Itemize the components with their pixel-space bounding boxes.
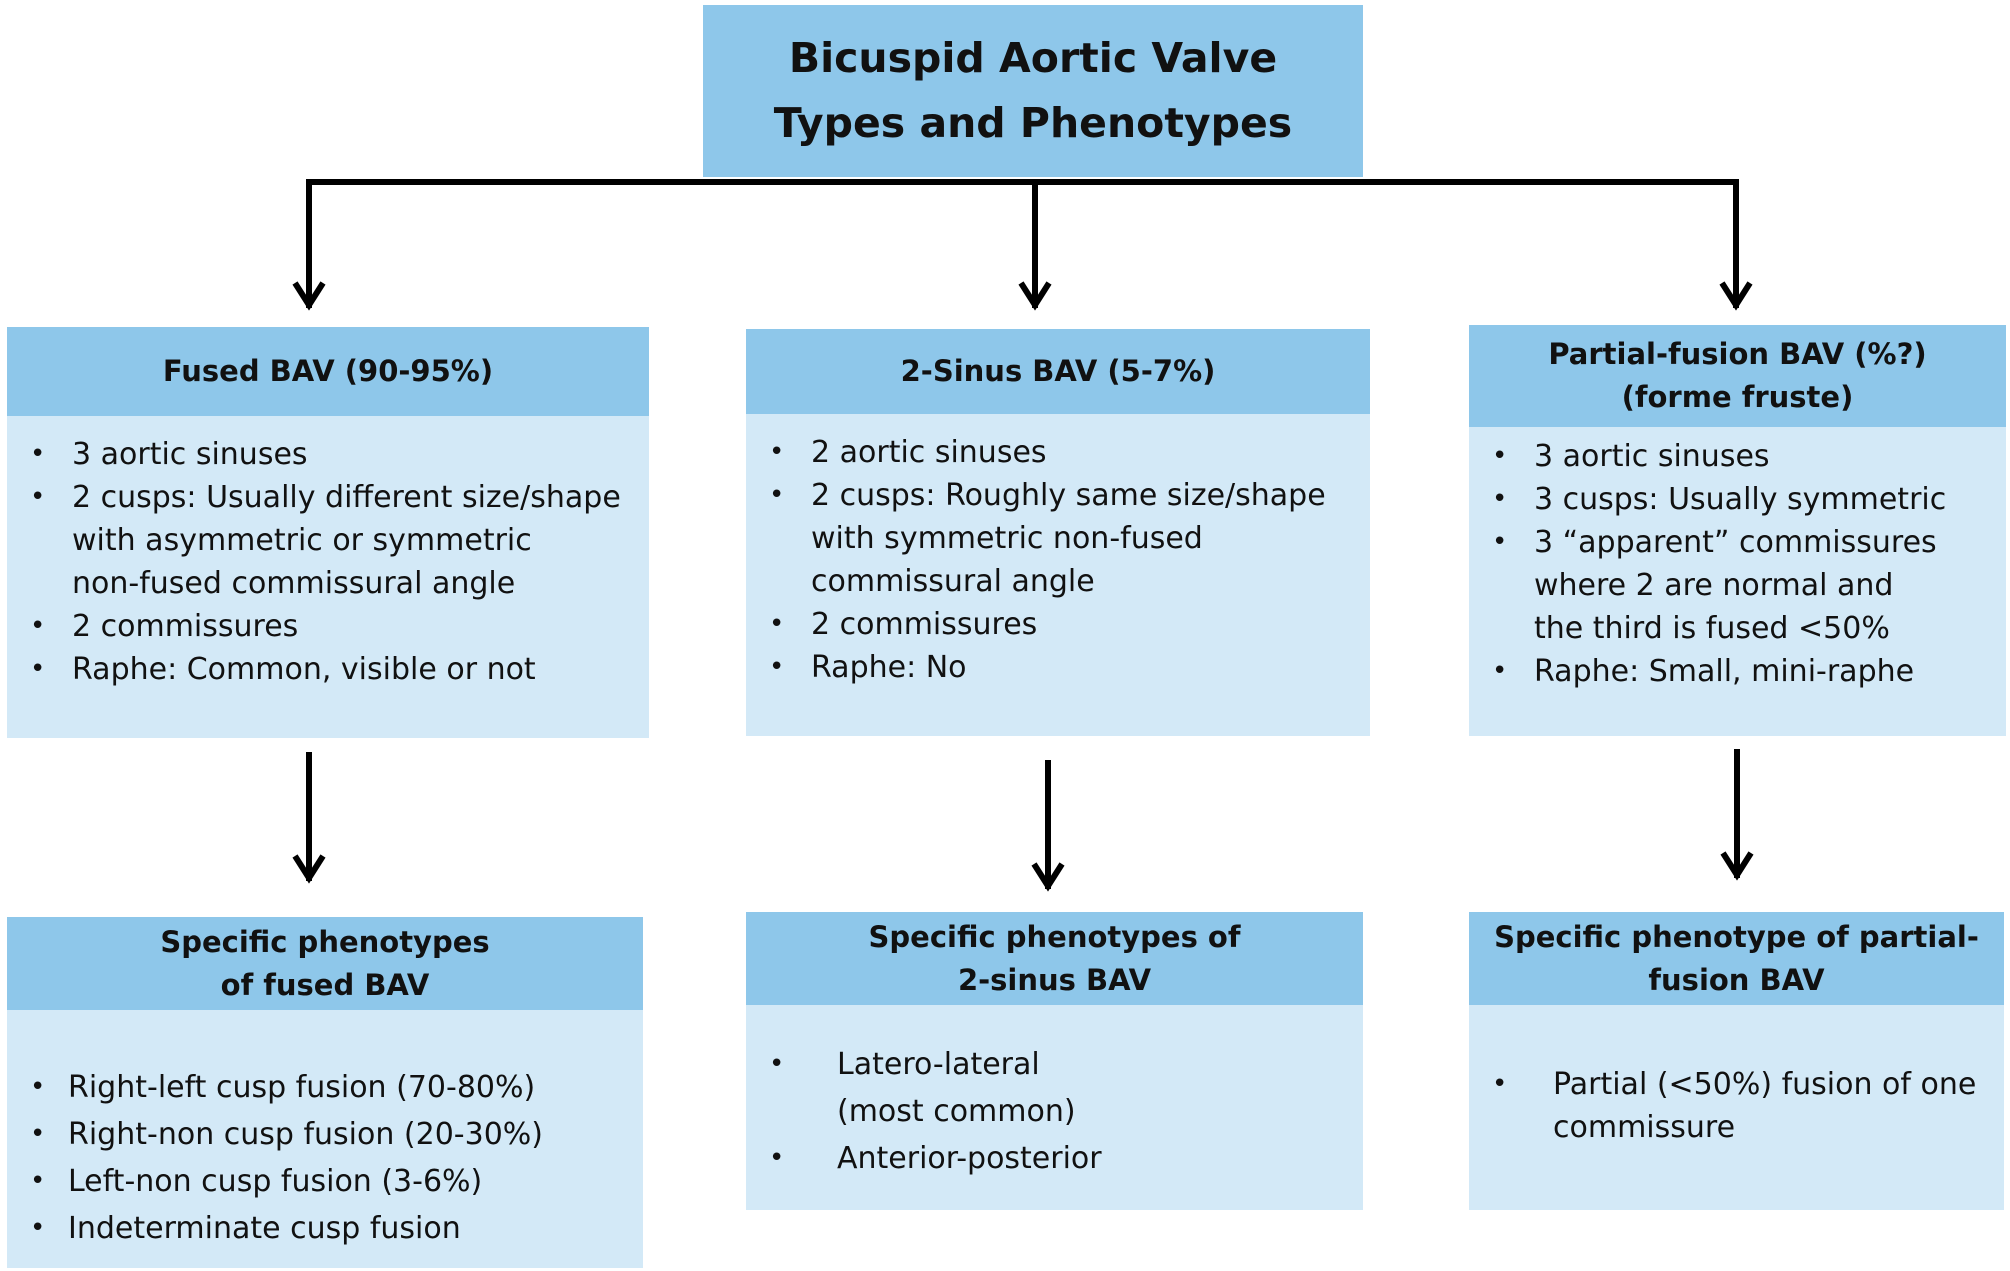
arrowhead-fused	[292, 281, 326, 311]
list-item: Indeterminate cusp fusion	[7, 1205, 643, 1252]
arrowhead-partial	[1719, 281, 1753, 311]
header-line: Specific phenotypes of	[868, 919, 1241, 954]
list-item: 2 commissures	[746, 603, 1370, 646]
header-line: of fused BAV	[220, 967, 430, 1002]
list-item: 2 aortic sinuses	[746, 431, 1370, 474]
header-line: 2-Sinus BAV (5-7%)	[900, 354, 1216, 388]
partial-fusion-bav-body: 3 aortic sinuses 3 cusps: Usually symmet…	[1469, 427, 2006, 736]
fused-bav-box: Fused BAV (90-95%) 3 aortic sinuses 2 cu…	[7, 327, 649, 738]
list-item: 3 aortic sinuses	[1469, 435, 2006, 478]
partial-fusion-bav-list: 3 aortic sinuses 3 cusps: Usually symmet…	[1469, 435, 2006, 693]
list-item: 3 cusps: Usually symmetric	[1469, 478, 2006, 521]
two-sinus-phenotypes-box: Specific phenotypes of 2-sinus BAV Later…	[746, 912, 1363, 1210]
two-sinus-bav-box: 2-Sinus BAV (5-7%) 2 aortic sinuses 2 cu…	[746, 329, 1370, 736]
diagram-title-line-1: Bicuspid Aortic Valve	[788, 34, 1278, 82]
partial-fusion-bav-box: Partial-fusion BAV (%?) (forme fruste) 3…	[1469, 325, 2006, 736]
diagram-title-line-2: Types and Phenotypes	[773, 99, 1293, 147]
list-item: 2 cusps: Usually different size/shapewit…	[7, 476, 649, 605]
fused-phenotypes-box: Specific phenotypes of fused BAV Right-l…	[7, 917, 643, 1268]
list-item: Raphe: No	[746, 646, 1370, 689]
fused-phenotypes-body: Right-left cusp fusion (70-80%) Right-no…	[7, 1010, 643, 1268]
two-sinus-phenotypes-body: Latero-lateral(most common) Anterior-pos…	[746, 1005, 1363, 1210]
title-bus-line	[306, 179, 1739, 308]
two-sinus-phenotypes-header: Specific phenotypes of 2-sinus BAV	[746, 912, 1363, 1005]
list-item: 2 commissures	[7, 605, 649, 648]
fused-phenotypes-list: Right-left cusp fusion (70-80%) Right-no…	[7, 1064, 643, 1252]
list-item: Latero-lateral(most common)	[746, 1041, 1363, 1135]
list-item: 3 aortic sinuses	[7, 433, 649, 476]
partial-fusion-phenotype-header: Specific phenotype of partial- fusion BA…	[1469, 912, 2004, 1005]
two-sinus-bav-list: 2 aortic sinuses 2 cusps: Roughly same s…	[746, 431, 1370, 689]
diagram-title-box: Bicuspid Aortic Valve Types and Phenotyp…	[703, 5, 1363, 177]
header-line: Fused BAV (90-95%)	[162, 354, 494, 388]
fused-phenotypes-header: Specific phenotypes of fused BAV	[7, 917, 643, 1010]
list-item: Left-non cusp fusion (3-6%)	[7, 1158, 643, 1205]
two-sinus-bav-header: 2-Sinus BAV (5-7%)	[746, 329, 1370, 414]
header-line: Specific phenotype of partial-	[1494, 919, 1979, 954]
fused-bav-header: Fused BAV (90-95%)	[7, 327, 649, 416]
list-item: Right-left cusp fusion (70-80%)	[7, 1064, 643, 1111]
two-sinus-phenotypes-list: Latero-lateral(most common) Anterior-pos…	[746, 1041, 1363, 1182]
arrowhead-fused-phenotypes	[292, 854, 326, 884]
list-item: Raphe: Small, mini-raphe	[1469, 650, 2006, 693]
partial-fusion-bav-header: Partial-fusion BAV (%?) (forme fruste)	[1469, 325, 2006, 427]
arrowhead-partial-phenotype	[1720, 851, 1754, 881]
fused-bav-list: 3 aortic sinuses 2 cusps: Usually differ…	[7, 433, 649, 691]
two-sinus-bav-body: 2 aortic sinuses 2 cusps: Roughly same s…	[746, 414, 1370, 736]
arrowhead-2sinus	[1018, 281, 1052, 311]
header-line: Partial-fusion BAV (%?)	[1548, 337, 1927, 371]
header-line: 2-sinus BAV	[957, 962, 1152, 997]
header-line: (forme fruste)	[1621, 380, 1854, 414]
partial-fusion-phenotype-box: Specific phenotype of partial- fusion BA…	[1469, 912, 2004, 1210]
header-line: Specific phenotypes	[160, 924, 490, 959]
fused-bav-body: 3 aortic sinuses 2 cusps: Usually differ…	[7, 416, 649, 738]
arrowhead-2sinus-phenotypes	[1031, 862, 1065, 892]
header-line: fusion BAV	[1648, 962, 1825, 997]
list-item: Raphe: Common, visible or not	[7, 648, 649, 691]
list-item: Anterior-posterior	[746, 1135, 1363, 1182]
list-item: Right-non cusp fusion (20-30%)	[7, 1111, 643, 1158]
